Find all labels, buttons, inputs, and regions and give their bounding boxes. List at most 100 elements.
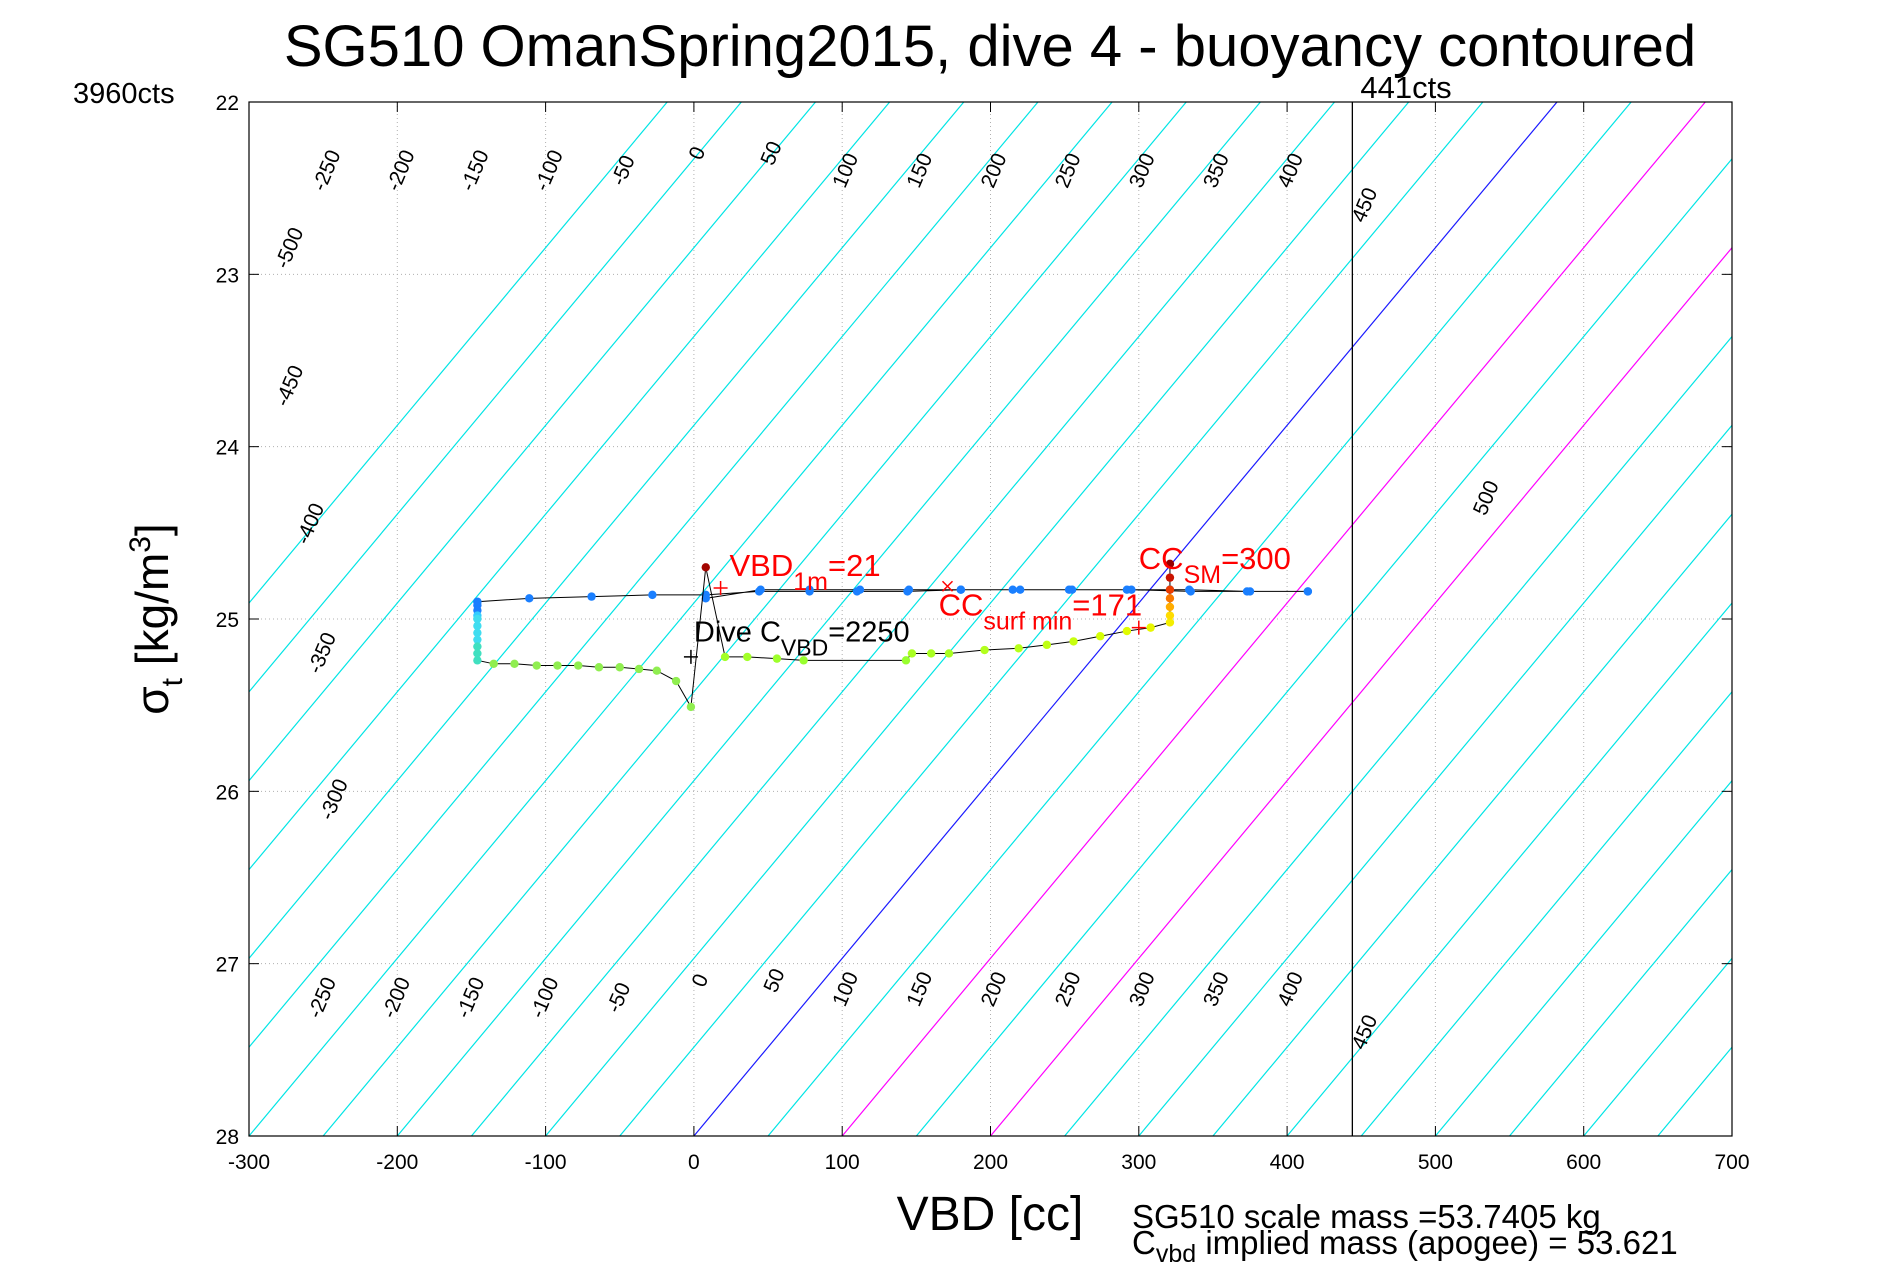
contour-line — [249, 102, 1039, 1049]
annotation-cc-sm: CCSM=300 — [1131, 541, 1291, 635]
annotation-main: Dive C — [694, 616, 781, 648]
data-point — [1165, 618, 1175, 627]
contour-line — [1434, 779, 1732, 1136]
footer-line-2-sub: vbd — [1156, 1240, 1196, 1262]
contour-line — [1212, 513, 1732, 1136]
data-point — [671, 676, 681, 686]
data-point — [634, 664, 644, 674]
data-point — [473, 628, 482, 637]
data-point — [805, 587, 814, 596]
annotation-sub: SM — [1184, 561, 1222, 589]
annotation-sub: VBD — [781, 634, 828, 660]
data-point — [1165, 594, 1175, 603]
data-point — [1303, 587, 1313, 596]
data-point — [754, 587, 764, 596]
data-point — [1165, 573, 1175, 582]
y-axis-label: σt [kg/m3] — [124, 523, 189, 714]
contour-line — [767, 102, 1632, 1136]
data-point — [1165, 602, 1175, 612]
buoyancy-contours — [249, 102, 1732, 1136]
data-point — [1067, 585, 1077, 594]
y-axis-label-sup: 3 — [124, 536, 157, 553]
annotation-marker — [1131, 620, 1146, 635]
footer-line-2: Cvbd implied mass (apogee) = 53.621 — [1132, 1224, 1678, 1262]
chart-text: 441cts -300 -200 -100 0 100 200 300 400 500 600 700… — [73, 14, 1750, 1262]
contour-line — [1064, 335, 1732, 1136]
y-tick-label: 26 — [216, 781, 239, 804]
data-point — [1122, 626, 1132, 636]
contour-line — [693, 102, 1558, 1136]
contour-line — [249, 102, 891, 871]
data-point — [473, 642, 482, 651]
annotation-main: CC — [1139, 541, 1184, 576]
annotation-value: =2250 — [828, 616, 909, 648]
data-point — [1014, 644, 1023, 653]
data-point — [772, 654, 782, 663]
annotation-text: CCSM=300 — [1139, 541, 1291, 589]
data-point — [926, 649, 936, 658]
data-point — [852, 587, 862, 596]
contour-line — [619, 102, 1484, 1136]
y-axis-label-unit: [kg/m — [126, 553, 178, 678]
contour-line — [249, 102, 668, 604]
x-tick-label: 600 — [1566, 1151, 1601, 1174]
data-point — [1096, 632, 1105, 641]
x-tick-label: -200 — [376, 1151, 418, 1174]
data-point — [903, 587, 912, 596]
data-point — [1008, 585, 1017, 594]
x-tick-label: 0 — [688, 1151, 700, 1174]
data-point — [1015, 585, 1025, 594]
annotation-value: =21 — [828, 548, 881, 583]
chart-title: SG510 OmanSpring2015, dive 4 - buoyancy … — [284, 14, 1696, 79]
x-tick-label: 300 — [1121, 1151, 1156, 1174]
x-tick-label: 500 — [1418, 1151, 1453, 1174]
annotation-dive-cvbd: Dive CVBD=2250 — [683, 616, 910, 664]
annotation-sub: 1m — [793, 568, 828, 596]
contour-line — [1138, 424, 1732, 1136]
annotation-main: CC — [939, 588, 984, 623]
annotation-sub: surf min — [983, 608, 1072, 636]
annotation-text: VBD1m=21 — [729, 548, 880, 596]
contour-line — [1509, 868, 1732, 1136]
axes — [248, 101, 1733, 1137]
data-point — [944, 649, 954, 658]
data-point — [473, 614, 482, 624]
contour-line — [322, 102, 1187, 1136]
annotation-cc-surf-min: CCsurf min=171 — [939, 580, 1143, 636]
y-axis-label-main: σ — [126, 686, 178, 714]
data-point — [652, 666, 662, 675]
footer-line-2-value: implied mass (apogee) = 53.621 — [1196, 1224, 1678, 1261]
footer-line-2-main: C — [1132, 1224, 1156, 1261]
data-point — [473, 649, 482, 658]
data-point — [799, 656, 808, 665]
data-point — [701, 563, 710, 572]
data-point — [473, 635, 482, 644]
y-tick-label: 28 — [216, 1126, 239, 1149]
data-series — [473, 559, 1313, 712]
data-point — [1146, 623, 1155, 632]
annotation-text: CCsurf min=171 — [939, 588, 1143, 636]
annotation-main: VBD — [729, 548, 793, 583]
y-axis-label-close: ] — [126, 523, 178, 536]
annotation-marker — [683, 649, 698, 664]
annotation-vbd-1m: VBD1m=21 — [713, 548, 881, 596]
y-tick-label: 27 — [216, 954, 239, 977]
y-tick-label: 23 — [216, 264, 239, 287]
data-point — [1042, 640, 1052, 650]
data-point — [907, 649, 917, 658]
data-point — [701, 590, 710, 600]
contour-line — [1360, 690, 1732, 1136]
contour-line — [545, 102, 1410, 1136]
contour-line — [841, 102, 1706, 1136]
top-left-label: 3960cts — [73, 78, 175, 110]
data-point — [574, 661, 583, 670]
y-tick-label: 25 — [216, 609, 239, 632]
data-point — [956, 585, 966, 594]
data-point — [525, 594, 534, 603]
annotation-text: Dive CVBD=2250 — [694, 616, 910, 660]
data-point — [1127, 585, 1136, 594]
data-point — [648, 590, 657, 600]
